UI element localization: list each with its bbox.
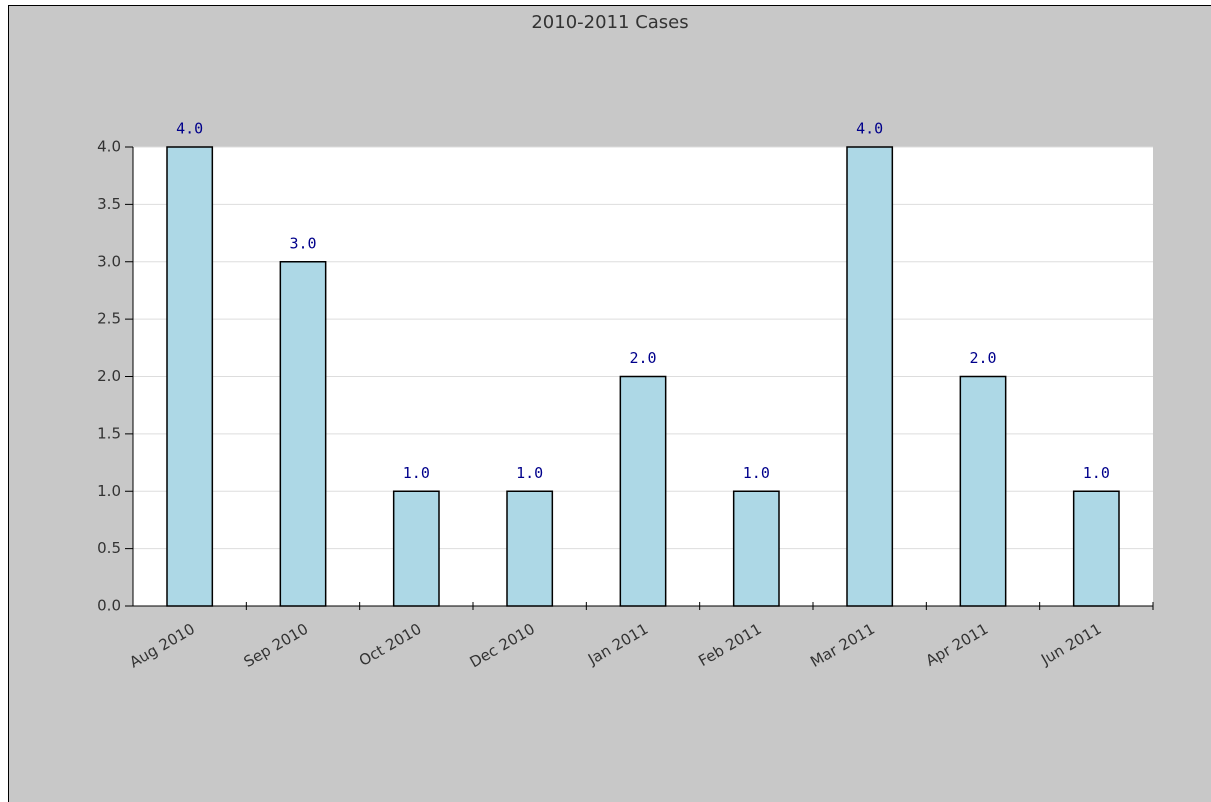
y-tick-label: 4.0	[97, 138, 121, 156]
bar	[1072, 490, 1120, 607]
y-tick-label: 2.0	[97, 367, 121, 385]
value-label: 1.0	[516, 464, 543, 482]
value-label: 4.0	[856, 120, 883, 138]
bar	[392, 490, 440, 607]
value-label: 1.0	[1083, 464, 1110, 482]
bar	[506, 490, 554, 607]
bar	[279, 261, 327, 607]
y-tick-label: 0.5	[97, 539, 121, 557]
y-tick-label: 2.5	[97, 310, 121, 328]
y-tick-label: 1.0	[97, 482, 121, 500]
y-tick-label: 3.5	[97, 195, 121, 213]
y-tick-label: 3.0	[97, 252, 121, 270]
bar	[166, 146, 214, 607]
bar	[846, 146, 894, 607]
y-tick-label: 1.5	[97, 424, 121, 442]
bar	[732, 490, 780, 607]
value-label: 1.0	[743, 464, 770, 482]
value-label: 1.0	[403, 464, 430, 482]
value-label: 2.0	[969, 349, 996, 367]
value-label: 3.0	[289, 234, 316, 252]
chart-title: 2010-2011 Cases	[531, 12, 688, 33]
value-label: 4.0	[176, 120, 203, 138]
bar	[619, 375, 667, 607]
bar	[959, 375, 1007, 607]
y-tick-label: 0.0	[97, 597, 121, 615]
value-label: 2.0	[629, 349, 656, 367]
